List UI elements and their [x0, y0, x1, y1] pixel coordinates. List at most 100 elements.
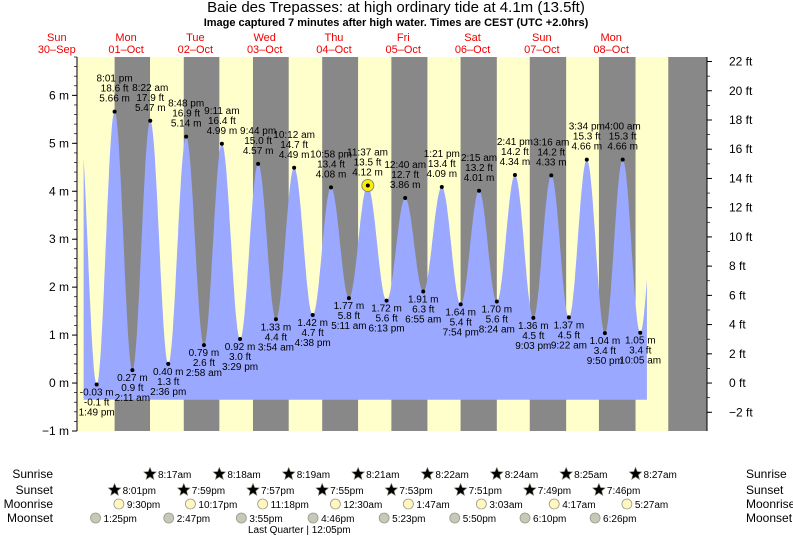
sunset-time: 8:01pm	[123, 486, 156, 497]
plot-area	[77, 57, 707, 431]
moonset-icon	[235, 512, 247, 524]
moonset-icon	[90, 512, 101, 524]
day-name: Wed	[253, 32, 275, 44]
day-date: 02–Oct	[178, 44, 213, 56]
tide-time-label: 10:58 pm	[310, 149, 352, 160]
sunset-icon	[246, 482, 260, 496]
tide-time-label: 2:41 pm	[497, 137, 533, 148]
tide-time-label: 2:15 am	[461, 153, 497, 164]
tide-point	[130, 368, 135, 373]
tide-m-label: 5.47 m	[135, 103, 166, 114]
sunset-icon	[591, 482, 606, 496]
tide-point	[638, 330, 643, 335]
tide-point	[531, 315, 536, 320]
right-tick-label: 0 ft	[729, 376, 746, 390]
left-tick-label: 0 m	[49, 376, 69, 390]
tide-ft-label: 5.8 ft	[338, 311, 360, 322]
left-tick-label: 4 m	[49, 184, 69, 198]
tide-m-label: 1.91 m	[408, 294, 439, 305]
tide-m-label: 5.66 m	[99, 94, 130, 105]
tide-ft-label: 12.7 ft	[391, 170, 419, 181]
moonrise-icon	[621, 498, 633, 510]
moonset-row-label-left: Moonset	[7, 511, 54, 525]
moonset-icon	[519, 512, 531, 524]
tide-m-label: 4.12 m	[352, 168, 383, 179]
sunset-icon	[453, 482, 468, 496]
right-tick-label: −2 ft	[729, 405, 753, 419]
sunset-icon	[384, 482, 399, 496]
sunset-time: 7:49pm	[538, 486, 571, 497]
tide-m-label: 4.08 m	[316, 169, 347, 180]
tide-time-label: 2:36 pm	[150, 387, 186, 398]
tide-time-label: 8:48 pm	[168, 99, 204, 110]
moonset-icon	[378, 512, 390, 524]
right-tick-label: 12 ft	[729, 201, 753, 215]
tide-point	[439, 184, 444, 189]
sunset-time: 7:51pm	[469, 486, 502, 497]
tide-point	[549, 173, 554, 178]
tide-time-label: 5:11 am	[331, 321, 366, 332]
day-name: Thu	[324, 32, 343, 44]
tide-m-label: 4.49 m	[279, 150, 310, 161]
night-band	[668, 57, 707, 431]
sunset-time: 7:53pm	[399, 486, 432, 497]
right-tick-label: 22 ft	[729, 55, 753, 69]
tide-m-label: 4.01 m	[464, 173, 495, 184]
tide-point	[310, 312, 315, 317]
tide-ft-label: 1.3 ft	[157, 377, 179, 388]
sunrise-icon	[420, 466, 435, 480]
tide-ft-label: 5.6 ft	[486, 315, 508, 326]
tide-time-label: 11:37 am	[347, 148, 388, 159]
tide-ft-label: 13.2 ft	[465, 163, 493, 174]
tide-m-label: 1.04 m	[590, 336, 621, 347]
day-date: 01–Oct	[108, 44, 143, 56]
tide-point	[346, 296, 351, 301]
sunrise-time: 8:27am	[644, 470, 677, 481]
tide-ft-label: 18.6 ft	[101, 84, 129, 95]
sunrise-icon	[628, 466, 643, 480]
tide-point	[256, 161, 261, 166]
moonrise-row-label-right: Moonrise	[746, 497, 793, 511]
sunrise-row-label-left: Sunrise	[12, 467, 53, 481]
tide-time-label: 2:58 am	[186, 368, 222, 379]
moonset-row-label-right: Moonset	[746, 511, 793, 525]
right-tick-label: 14 ft	[729, 171, 753, 185]
day-date: 08–Oct	[593, 44, 628, 56]
tide-point	[403, 195, 408, 200]
sunrise-time: 8:24am	[505, 470, 538, 481]
sunset-time: 7:59pm	[192, 486, 225, 497]
tide-time-label: 4:00 am	[605, 122, 641, 133]
tide-m-label: 4.34 m	[500, 157, 531, 168]
tide-time-label: 10:05 am	[619, 356, 661, 367]
tide-ft-label: 5.4 ft	[450, 317, 472, 328]
tide-m-label: 1.36 m	[518, 321, 549, 332]
left-tick-label: 1 m	[49, 328, 69, 342]
tide-point	[273, 317, 278, 322]
tide-ft-label: -0.1 ft	[84, 397, 110, 408]
moonset-time: 3:55pm	[249, 514, 282, 525]
sunrise-icon	[351, 466, 366, 480]
tide-area	[83, 111, 647, 400]
tide-time-label: 9:22 am	[551, 340, 587, 351]
tide-point	[112, 109, 117, 114]
tide-time-label: 7:54 pm	[443, 327, 479, 338]
tide-ft-label: 2.6 ft	[193, 358, 215, 369]
moonset-time: 6:26pm	[603, 514, 636, 525]
tide-m-label: 4.09 m	[427, 169, 458, 180]
tide-ft-label: 4.5 ft	[522, 331, 544, 342]
tide-point	[328, 185, 333, 190]
left-tick-label: 2 m	[49, 280, 69, 294]
sunset-time: 7:46pm	[607, 486, 640, 497]
moonrise-time: 11:18pm	[271, 500, 309, 511]
day-name: Mon	[115, 32, 136, 44]
tide-ft-label: 15.3 ft	[609, 132, 637, 143]
tide-m-label: 4.66 m	[607, 142, 638, 153]
moonset-time: 4:46pm	[321, 514, 354, 525]
tide-m-label: 4.33 m	[536, 157, 567, 168]
moonrise-time: 4:17am	[562, 500, 595, 511]
tide-point	[477, 188, 482, 193]
day-date: 05–Oct	[386, 44, 421, 56]
sunrise-time: 8:25am	[574, 470, 607, 481]
sunrise-time: 8:22am	[435, 470, 468, 481]
